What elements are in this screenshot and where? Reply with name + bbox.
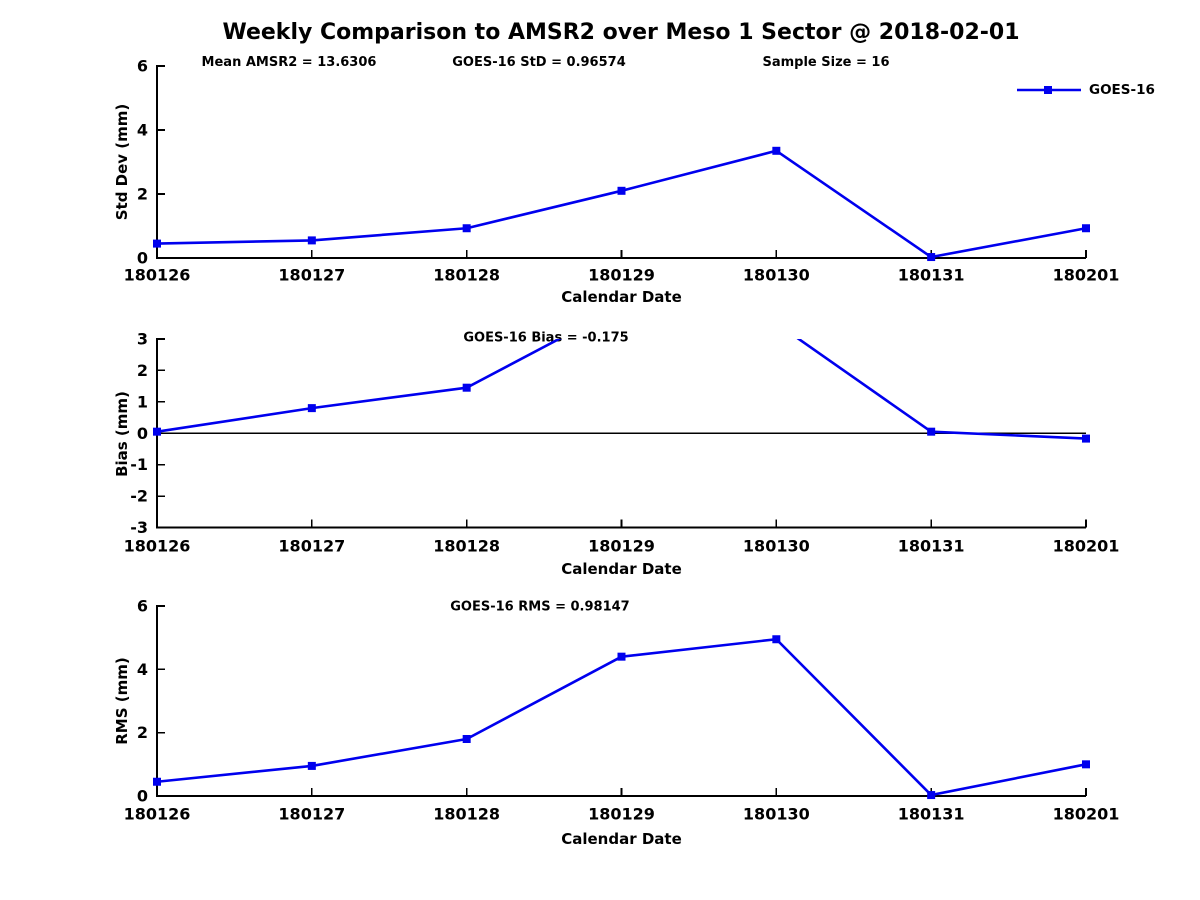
data-point-marker [927, 427, 936, 436]
x-tick-label: 180127 [278, 266, 345, 285]
y-axis-label: RMS (mm) [113, 657, 131, 744]
data-point-marker [307, 404, 316, 413]
annotation-goes16-std: GOES-16 StD = 0.96574 [452, 55, 626, 70]
y-tick-label: 3 [137, 330, 148, 349]
x-axis-label: Calendar Date [561, 560, 682, 578]
data-point-marker [617, 652, 626, 661]
y-tick-label: 0 [137, 787, 148, 806]
data-point-marker [307, 761, 316, 770]
annotation-mean-amsr2: Mean AMSR2 = 13.6306 [201, 55, 377, 70]
x-tick-label: 180201 [1053, 537, 1120, 556]
data-point-marker [307, 236, 316, 245]
subplot-std-dev: 0 2 4 6 180126 180127 180128 180129 180130 180131… [113, 57, 1119, 307]
x-tick-label: 180126 [124, 266, 191, 285]
y-axis-label: Bias (mm) [113, 391, 131, 477]
chart-annotation: GOES-16 RMS = 0.98147 [450, 600, 629, 615]
y-axis-label: Std Dev (mm) [113, 104, 131, 221]
x-tick-label: 180129 [588, 805, 655, 824]
x-tick-label: 180129 [588, 537, 655, 556]
data-point-marker [153, 777, 161, 786]
x-tick-label: 180128 [433, 805, 500, 824]
data-point-marker [927, 791, 936, 800]
series-line-goes-16 [156, 339, 1087, 440]
series-line-goes-16 [156, 637, 1087, 796]
data-point-marker [462, 383, 471, 392]
y-tick-label: 4 [137, 121, 148, 140]
x-tick-label: 180201 [1053, 266, 1120, 285]
legend: GOES-16 [1016, 82, 1155, 98]
x-tick-label: 180201 [1053, 805, 1120, 824]
data-point-marker [927, 253, 936, 262]
y-tick-label: -2 [130, 487, 148, 506]
series-line-goes-16 [156, 149, 1087, 258]
y-tick-label: 6 [137, 597, 148, 616]
data-point-marker [153, 427, 161, 436]
x-axis-label: Calendar Date [561, 288, 682, 306]
x-axis-label: Calendar Date [561, 830, 682, 848]
y-tick-label: 0 [137, 424, 148, 443]
chart-annotation: GOES-16 Bias = -0.175 [463, 331, 628, 346]
y-tick-label: 2 [137, 185, 148, 204]
data-point-marker [153, 239, 161, 248]
x-tick-label: 180131 [898, 537, 965, 556]
y-tick-label: -3 [130, 518, 148, 537]
data-point-marker [772, 635, 781, 644]
x-tick-label: 180127 [278, 805, 345, 824]
y-tick-label: 4 [137, 660, 148, 679]
x-tick-label: 180127 [278, 537, 345, 556]
data-point-marker [1082, 434, 1090, 443]
x-tick-label: 180126 [124, 805, 191, 824]
y-tick-label: 2 [137, 361, 148, 380]
y-tick-label: 0 [137, 249, 148, 268]
data-point-marker [772, 146, 781, 155]
x-tick-label: 180130 [743, 805, 810, 824]
data-point-marker [617, 186, 626, 195]
y-tick-label: 6 [137, 57, 148, 76]
x-tick-label: 180131 [898, 805, 965, 824]
x-tick-label: 180128 [433, 537, 500, 556]
x-tick-label: 180128 [433, 266, 500, 285]
figure-title: Weekly Comparison to AMSR2 over Meso 1 S… [222, 20, 1020, 45]
legend-line-icon [1017, 86, 1081, 94]
x-tick-label: 180129 [588, 266, 655, 285]
data-point-marker [1082, 760, 1090, 769]
annotation-sample-size: Sample Size = 16 [762, 55, 890, 70]
legend-label: GOES-16 [1089, 82, 1155, 98]
y-tick-label: -1 [130, 455, 148, 474]
legend-marker-icon [1044, 86, 1052, 94]
x-tick-label: 180130 [743, 266, 810, 285]
x-tick-label: 180126 [124, 537, 191, 556]
data-point-marker [462, 224, 471, 233]
y-tick-label: 1 [137, 392, 148, 411]
data-point-marker [1082, 224, 1090, 233]
x-tick-label: 180130 [743, 537, 810, 556]
data-point-marker [462, 735, 471, 743]
subplot-rms: 0 2 4 6 180126 180127 180128 180129 180130 180131… [113, 597, 1119, 849]
y-tick-label: 2 [137, 723, 148, 742]
x-tick-label: 180131 [898, 266, 965, 285]
